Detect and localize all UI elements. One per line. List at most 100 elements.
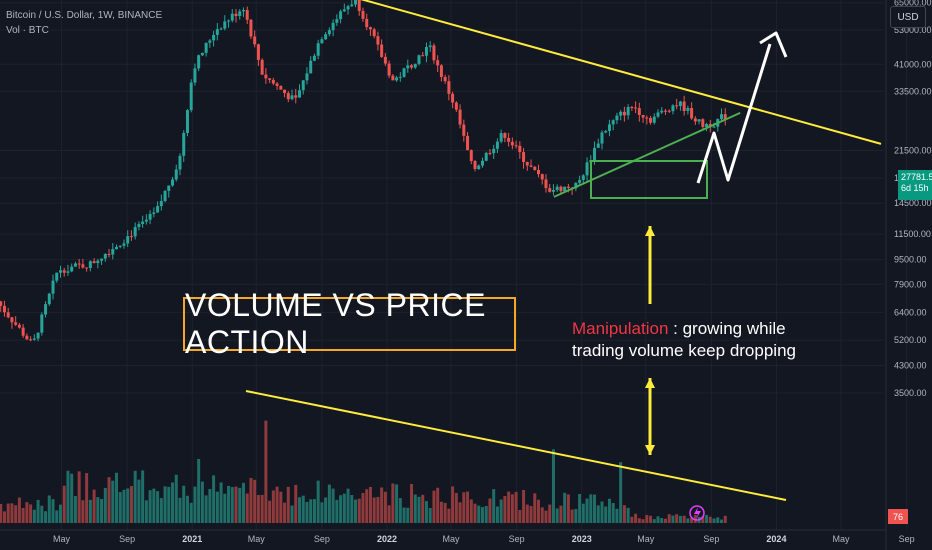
candle-body bbox=[525, 161, 529, 166]
candle-body bbox=[212, 34, 216, 41]
annotation-note[interactable]: Manipulation : growing while trading vol… bbox=[572, 318, 796, 362]
volume-bar bbox=[537, 499, 541, 523]
volume-bar bbox=[249, 477, 253, 523]
candle-body bbox=[630, 107, 634, 109]
candle-body bbox=[301, 80, 305, 91]
candle-body bbox=[51, 280, 55, 294]
symbol-title: Bitcoin / U.S. Dollar, 1W, BINANCE bbox=[6, 10, 163, 21]
volume-bar bbox=[264, 420, 268, 523]
volume-bar bbox=[563, 492, 567, 523]
candle-body bbox=[652, 116, 656, 123]
candle-body bbox=[533, 166, 537, 170]
volume-bar bbox=[480, 507, 484, 523]
volume-bar bbox=[129, 486, 133, 523]
price-tick-label: 14500.00 bbox=[894, 198, 932, 208]
time-tick-label: Sep bbox=[509, 534, 525, 544]
volume-bar bbox=[193, 486, 197, 523]
volume-bar bbox=[81, 500, 85, 523]
volume-bar bbox=[6, 503, 10, 523]
candle-body bbox=[372, 29, 376, 37]
volume-bar bbox=[596, 505, 600, 523]
volume-bar bbox=[488, 498, 492, 523]
volume-bar bbox=[327, 484, 331, 523]
volume-bar bbox=[279, 491, 283, 523]
candle-body bbox=[667, 110, 671, 112]
volume-bar bbox=[88, 499, 92, 523]
candle-body bbox=[2, 305, 6, 313]
candle-body bbox=[241, 9, 245, 12]
candle-body bbox=[637, 108, 641, 115]
last-price-value: 27781.55 bbox=[901, 172, 932, 182]
volume-bar bbox=[645, 514, 649, 523]
volume-bar bbox=[21, 507, 25, 523]
candle-body bbox=[607, 124, 611, 131]
candle-body bbox=[81, 264, 85, 268]
candle-body bbox=[223, 21, 227, 29]
projection-arrow bbox=[696, 43, 772, 184]
volume-bar bbox=[182, 485, 186, 523]
time-tick-label: May bbox=[248, 534, 266, 544]
volume-bar bbox=[514, 491, 518, 523]
candle-body bbox=[641, 114, 645, 118]
candle-body bbox=[406, 65, 410, 69]
candle-body bbox=[107, 253, 111, 255]
volume-bar bbox=[466, 491, 470, 523]
price-tick-label: 53000.00 bbox=[894, 25, 932, 35]
volume-bar bbox=[70, 473, 74, 523]
volume-bar bbox=[675, 514, 679, 523]
candle-body bbox=[350, 4, 354, 7]
volume-bar bbox=[260, 494, 264, 523]
candle-body bbox=[697, 119, 701, 122]
candle-body bbox=[361, 10, 365, 19]
candle-body bbox=[197, 55, 201, 69]
candle-body bbox=[249, 19, 253, 37]
volume-bar bbox=[312, 499, 316, 523]
annotation-title[interactable]: VOLUME VS PRICE ACTION bbox=[183, 287, 516, 360]
time-tick-label: May bbox=[637, 534, 655, 544]
volume-bar bbox=[271, 490, 275, 523]
price-axis[interactable]: 65000.00 53000.00 41000.00 33500.00 21500.00… bbox=[885, 0, 932, 550]
candle-body bbox=[32, 338, 36, 340]
candle-body bbox=[85, 267, 89, 269]
volume-bar bbox=[671, 515, 675, 523]
candle-body bbox=[256, 44, 260, 60]
volume-bar bbox=[73, 495, 77, 523]
candle-body bbox=[600, 132, 604, 144]
volume-bar bbox=[522, 490, 526, 523]
volume-bar bbox=[55, 510, 59, 523]
volume-bar bbox=[77, 471, 81, 523]
time-tick-label: 2024 bbox=[766, 534, 786, 544]
candle-body bbox=[342, 9, 346, 12]
candle-body bbox=[585, 162, 589, 176]
candle-body bbox=[574, 182, 578, 189]
candle-body bbox=[484, 152, 488, 161]
volume-bar bbox=[361, 492, 365, 523]
candle-body bbox=[413, 63, 417, 68]
volume-bar bbox=[499, 499, 503, 523]
candle-body bbox=[462, 124, 466, 136]
volume-bar bbox=[197, 459, 201, 523]
volume-bar bbox=[40, 505, 44, 523]
candle-body bbox=[279, 85, 283, 90]
candle-body bbox=[507, 137, 511, 142]
time-tick-label: 2022 bbox=[377, 534, 397, 544]
candle-body bbox=[365, 18, 369, 28]
volume-legend: Vol · BTC bbox=[6, 25, 49, 36]
volume-bar bbox=[309, 499, 313, 523]
time-axis[interactable]: May Sep 2021 May Sep 2022 May Sep 2023 May Sep 2024… bbox=[0, 529, 915, 544]
volume-bar bbox=[473, 503, 477, 523]
volume-bar bbox=[156, 491, 160, 523]
volume-bar bbox=[604, 506, 608, 523]
candle-body bbox=[469, 150, 473, 162]
candle-body bbox=[663, 110, 667, 112]
volume-bar bbox=[626, 507, 630, 523]
candle-body bbox=[701, 119, 705, 127]
candle-body bbox=[137, 223, 141, 227]
candle-body bbox=[6, 312, 10, 318]
candle-body bbox=[593, 147, 597, 161]
currency-button[interactable]: USD bbox=[890, 6, 926, 28]
candle-body bbox=[305, 73, 309, 81]
volume-bar bbox=[570, 509, 574, 523]
volume-bar bbox=[649, 515, 653, 523]
